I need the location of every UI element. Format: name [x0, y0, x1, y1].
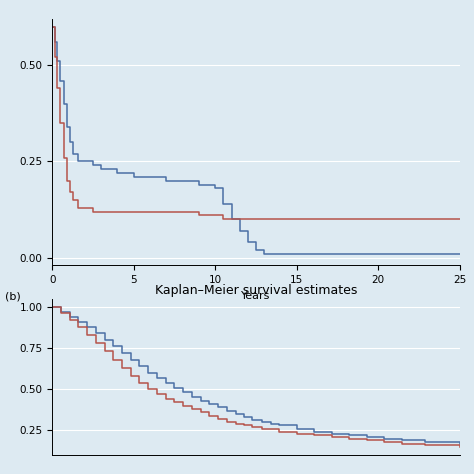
Text: (b): (b) [5, 292, 20, 301]
X-axis label: Years: Years [241, 291, 271, 301]
Title: Kaplan–Meier survival estimates: Kaplan–Meier survival estimates [155, 284, 357, 298]
Legend: Hypergastrinemia = No, Hypergastrinemia = Yes: Hypergastrinemia = No, Hypergastrinemia … [100, 317, 412, 335]
